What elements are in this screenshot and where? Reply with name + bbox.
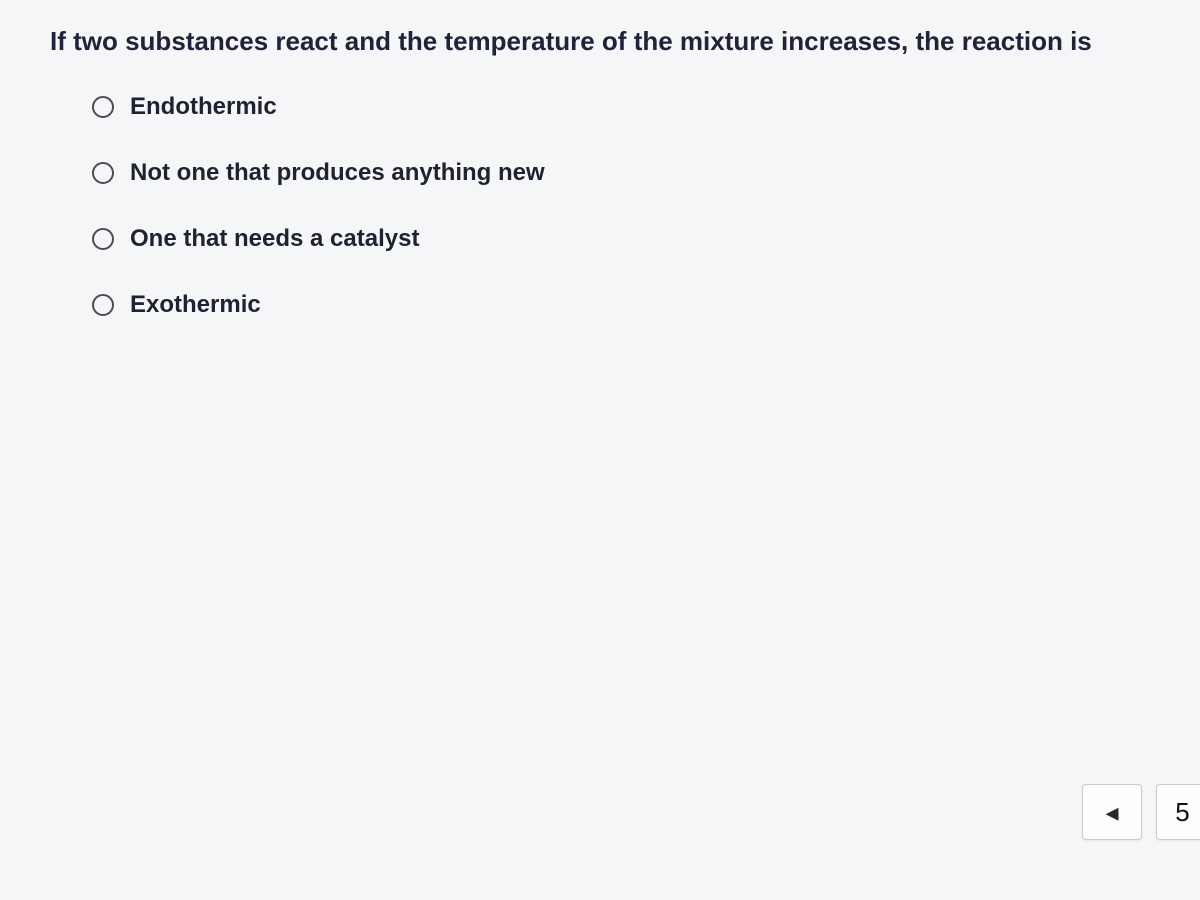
option-label: Not one that produces anything new [130, 159, 545, 187]
question-block: If two substances react and the temperat… [0, 0, 1200, 319]
option-label: Exothermic [130, 291, 261, 319]
option-catalyst[interactable]: One that needs a catalyst [92, 225, 1150, 253]
page-number-button[interactable]: 5 [1156, 784, 1200, 840]
option-label: One that needs a catalyst [130, 225, 419, 253]
radio-icon[interactable] [92, 228, 114, 250]
option-endothermic[interactable]: Endothermic [92, 93, 1150, 121]
pager: ◂ 5 [1082, 784, 1200, 840]
option-exothermic[interactable]: Exothermic [92, 291, 1150, 319]
option-not-new[interactable]: Not one that produces anything new [92, 159, 1150, 187]
prev-page-button[interactable]: ◂ [1082, 784, 1142, 840]
page-number: 5 [1175, 797, 1189, 828]
radio-icon[interactable] [92, 96, 114, 118]
radio-icon[interactable] [92, 162, 114, 184]
radio-icon[interactable] [92, 294, 114, 316]
question-prompt: If two substances react and the temperat… [50, 24, 1150, 59]
options-group: Endothermic Not one that produces anythi… [50, 93, 1150, 319]
option-label: Endothermic [130, 93, 277, 121]
chevron-left-icon: ◂ [1105, 797, 1118, 828]
